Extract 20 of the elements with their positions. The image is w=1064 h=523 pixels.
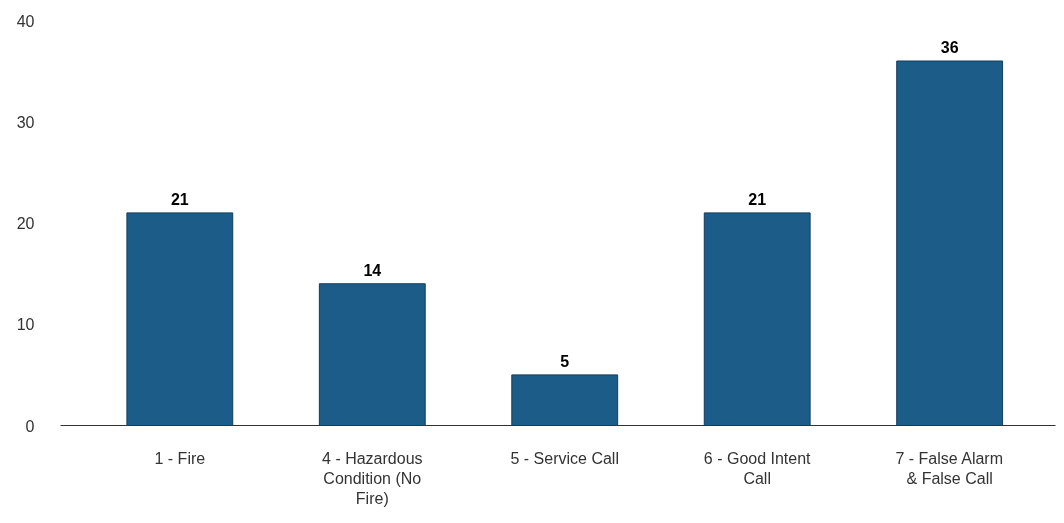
x-tick-label: 6 - Good Intent Call xyxy=(703,449,812,487)
data-label: 21 xyxy=(170,190,189,208)
data-label: 21 xyxy=(748,190,767,208)
x-tick-label: 1 - Fire xyxy=(154,449,206,467)
bar xyxy=(703,212,811,426)
y-tick-label: 30 xyxy=(16,113,35,131)
x-tick-label: 5 - Service Call xyxy=(510,449,619,467)
data-label: 5 xyxy=(560,352,570,370)
y-tick-label: 0 xyxy=(25,417,35,435)
bar xyxy=(511,374,619,426)
x-tick-label: 7 - False Alarm & False Call xyxy=(895,449,1004,487)
bar xyxy=(126,212,234,426)
y-tick-label: 20 xyxy=(16,215,35,232)
data-label: 36 xyxy=(940,39,959,56)
x-tick-label: 4 - Hazardous Condition (No Fire) xyxy=(322,449,423,508)
bar xyxy=(318,283,426,426)
y-tick-label: 40 xyxy=(16,12,35,30)
bar xyxy=(896,60,1004,426)
data-label: 14 xyxy=(363,261,382,279)
y-tick-label: 10 xyxy=(16,316,35,334)
